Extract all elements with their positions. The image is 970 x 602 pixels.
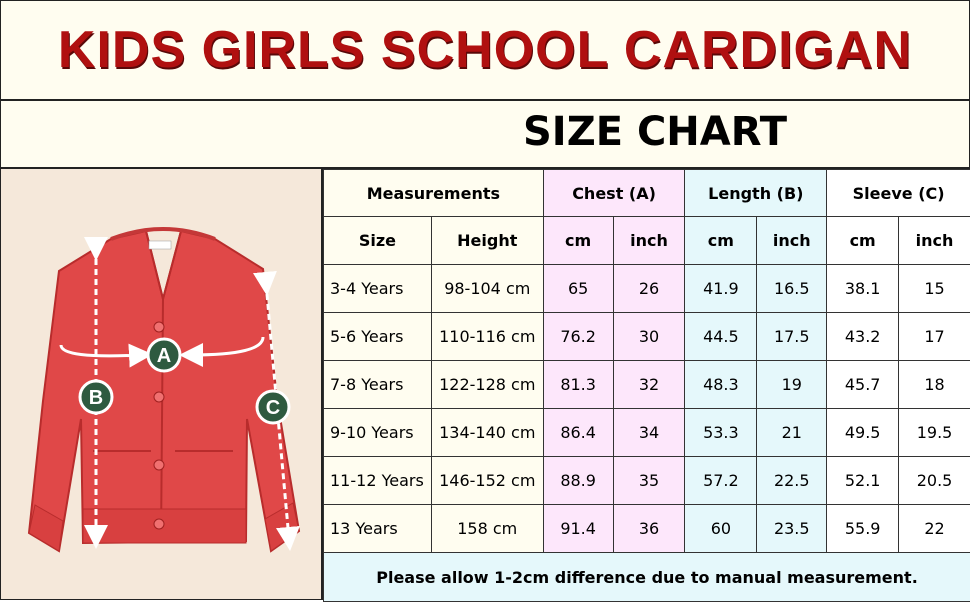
size-cell: 7-8 Years	[324, 361, 432, 409]
height-cell: 146-152 cm	[431, 457, 543, 505]
length-cm-cell: 53.3	[685, 409, 757, 457]
subheader-sleeve-inch: inch	[899, 217, 970, 265]
size-chart-table: Measurements Chest (A) Length (B) Sleeve…	[323, 169, 970, 602]
length-cm-cell: 60	[685, 505, 757, 553]
subheader-length-inch: inch	[757, 217, 827, 265]
marker-a: A	[148, 339, 180, 371]
table-row: 11-12 Years 146-152 cm 88.9 35 57.2 22.5…	[324, 457, 970, 505]
marker-b-label: B	[89, 387, 103, 409]
length-cm-cell: 57.2	[685, 457, 757, 505]
size-cell: 13 Years	[324, 505, 432, 553]
marker-c-label: C	[266, 397, 280, 419]
length-inch-cell: 21	[757, 409, 827, 457]
header-row: Measurements Chest (A) Length (B) Sleeve…	[324, 170, 970, 217]
chest-cm-cell: 86.4	[543, 409, 613, 457]
table-row: 3-4 Years 98-104 cm 65 26 41.9 16.5 38.1…	[324, 265, 970, 313]
chest-inch-cell: 26	[613, 265, 685, 313]
chest-cm-cell: 88.9	[543, 457, 613, 505]
size-cell: 11-12 Years	[324, 457, 432, 505]
header-sleeve: Sleeve (C)	[827, 170, 970, 217]
header-chest: Chest (A)	[543, 170, 685, 217]
length-inch-cell: 17.5	[757, 313, 827, 361]
subheader-row: Size Height cm inch cm inch cm inch	[324, 217, 970, 265]
sleeve-inch-cell: 18	[899, 361, 970, 409]
chest-inch-cell: 32	[613, 361, 685, 409]
length-inch-cell: 22.5	[757, 457, 827, 505]
chest-inch-cell: 30	[613, 313, 685, 361]
header-length: Length (B)	[685, 170, 827, 217]
sleeve-cm-cell: 55.9	[827, 505, 899, 553]
chest-inch-cell: 34	[613, 409, 685, 457]
height-cell: 98-104 cm	[431, 265, 543, 313]
height-cell: 134-140 cm	[431, 409, 543, 457]
marker-c: C	[257, 391, 289, 423]
note-row: Please allow 1-2cm difference due to man…	[324, 553, 970, 602]
sleeve-inch-cell: 20.5	[899, 457, 970, 505]
cardigan-illustration: A B C	[1, 169, 321, 599]
title-bar: KIDS GIRLS SCHOOL CARDIGAN	[1, 1, 969, 101]
length-cm-cell: 41.9	[685, 265, 757, 313]
chest-cm-cell: 65	[543, 265, 613, 313]
sleeve-cm-cell: 52.1	[827, 457, 899, 505]
chest-inch-cell: 36	[613, 505, 685, 553]
height-cell: 110-116 cm	[431, 313, 543, 361]
sleeve-inch-cell: 15	[899, 265, 970, 313]
cardigan-body	[29, 231, 299, 551]
subtitle-bar: SIZE CHART	[1, 101, 969, 169]
subheader-size: Size	[324, 217, 432, 265]
subheader-chest-inch: inch	[613, 217, 685, 265]
measurement-note: Please allow 1-2cm difference due to man…	[324, 553, 970, 602]
sleeve-cm-cell: 38.1	[827, 265, 899, 313]
header-measurements: Measurements	[324, 170, 544, 217]
sleeve-cm-cell: 45.7	[827, 361, 899, 409]
sleeve-inch-cell: 17	[899, 313, 970, 361]
button	[154, 519, 164, 529]
height-cell: 122-128 cm	[431, 361, 543, 409]
subheader-height: Height	[431, 217, 543, 265]
length-cm-cell: 44.5	[685, 313, 757, 361]
sleeve-cm-cell: 43.2	[827, 313, 899, 361]
marker-b: B	[80, 381, 112, 413]
main-title: KIDS GIRLS SCHOOL CARDIGAN	[58, 20, 912, 80]
subheader-chest-cm: cm	[543, 217, 613, 265]
length-cm-cell: 48.3	[685, 361, 757, 409]
table-row: 5-6 Years 110-116 cm 76.2 30 44.5 17.5 4…	[324, 313, 970, 361]
subheader-length-cm: cm	[685, 217, 757, 265]
table-row: 7-8 Years 122-128 cm 81.3 32 48.3 19 45.…	[324, 361, 970, 409]
sleeve-inch-cell: 22	[899, 505, 970, 553]
size-cell: 5-6 Years	[324, 313, 432, 361]
button	[154, 322, 164, 332]
length-inch-cell: 19	[757, 361, 827, 409]
table-row: 9-10 Years 134-140 cm 86.4 34 53.3 21 49…	[324, 409, 970, 457]
chest-inch-cell: 35	[613, 457, 685, 505]
sleeve-cm-cell: 49.5	[827, 409, 899, 457]
length-inch-cell: 23.5	[757, 505, 827, 553]
length-inch-cell: 16.5	[757, 265, 827, 313]
button	[154, 460, 164, 470]
button	[154, 392, 164, 402]
chest-cm-cell: 76.2	[543, 313, 613, 361]
height-cell: 158 cm	[431, 505, 543, 553]
chest-cm-cell: 81.3	[543, 361, 613, 409]
table-row: 13 Years 158 cm 91.4 36 60 23.5 55.9 22	[324, 505, 970, 553]
cardigan-photo: A B C	[1, 169, 323, 599]
size-cell: 3-4 Years	[324, 265, 432, 313]
subheader-sleeve-cm: cm	[827, 217, 899, 265]
chest-cm-cell: 91.4	[543, 505, 613, 553]
sleeve-inch-cell: 19.5	[899, 409, 970, 457]
size-chart-title: SIZE CHART	[523, 109, 787, 155]
size-cell: 9-10 Years	[324, 409, 432, 457]
marker-a-label: A	[157, 345, 171, 367]
